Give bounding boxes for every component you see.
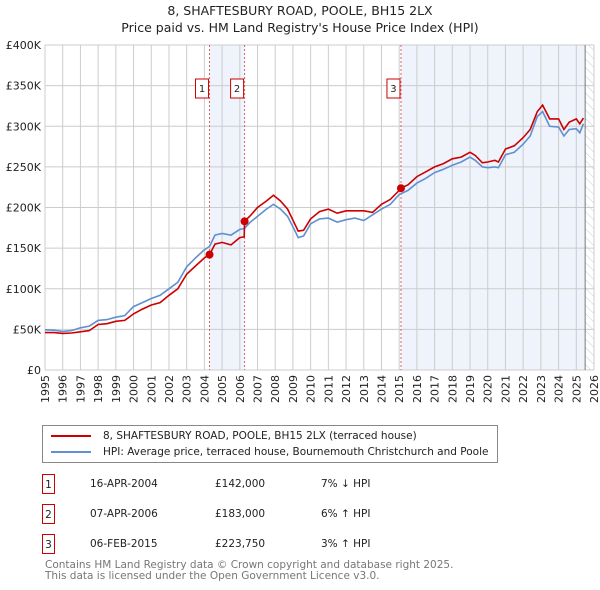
series-line-hpi bbox=[44, 110, 585, 333]
x-tick-label: 2007 bbox=[252, 375, 265, 403]
x-tick-label: 2025 bbox=[570, 375, 583, 403]
legend: 8, SHAFTESBURY ROAD, POOLE, BH15 2LX (te… bbox=[42, 425, 498, 463]
y-tick-label: £0 bbox=[27, 364, 41, 377]
x-tick-label: 2010 bbox=[305, 375, 318, 403]
sale-point bbox=[396, 184, 405, 193]
x-tick-label: 2024 bbox=[553, 375, 566, 403]
transaction-hpi: 3% ↑ HPI bbox=[321, 538, 371, 550]
x-tick-label: 2008 bbox=[269, 375, 282, 403]
chart-title: 8, SHAFTESBURY ROAD, POOLE, BH15 2LX bbox=[167, 3, 433, 18]
footer: Contains HM Land Registry data © Crown c… bbox=[45, 560, 453, 582]
transaction-price: £223,750 bbox=[215, 538, 266, 550]
transaction-date: 06-FEB-2015 bbox=[90, 538, 158, 550]
x-tick-label: 2017 bbox=[429, 375, 442, 403]
x-tick-label: 2006 bbox=[234, 375, 247, 403]
transaction-badge: 3 bbox=[42, 534, 55, 554]
x-tick-label: 2002 bbox=[163, 375, 176, 403]
legend-item-property: 8, SHAFTESBURY ROAD, POOLE, BH15 2LX (te… bbox=[51, 428, 417, 444]
sale-point bbox=[205, 250, 214, 259]
x-tick-label: 2015 bbox=[393, 375, 406, 403]
x-tick-label: 1999 bbox=[110, 375, 123, 403]
x-tick-label: 2026 bbox=[588, 375, 600, 403]
x-tick-label: 1998 bbox=[92, 375, 105, 403]
series-line-property bbox=[45, 103, 585, 335]
transaction-badge: 2 bbox=[42, 504, 55, 524]
transaction-badge: 1 bbox=[42, 474, 55, 494]
sale-label: 1 bbox=[199, 84, 205, 95]
x-tick-label: 2009 bbox=[287, 375, 300, 403]
sale-label-box bbox=[230, 78, 245, 99]
x-tick-label: 2014 bbox=[375, 375, 388, 403]
legend-swatch-property bbox=[51, 435, 91, 437]
y-tick-label: £300K bbox=[6, 120, 42, 133]
x-tick-label: 1997 bbox=[74, 375, 87, 403]
x-tick-label: 2023 bbox=[535, 375, 548, 403]
x-tick-label: 2013 bbox=[358, 375, 371, 403]
y-tick-label: £250K bbox=[6, 161, 42, 174]
legend-label-property: 8, SHAFTESBURY ROAD, POOLE, BH15 2LX (te… bbox=[103, 430, 417, 442]
transaction-date: 07-APR-2006 bbox=[90, 508, 158, 520]
footer-licence: This data is licensed under the Open Gov… bbox=[45, 570, 380, 582]
x-tick-label: 2004 bbox=[198, 375, 211, 403]
plot-area: 1995 1996 1997 1998 1999 2000 2001 2002 2003 2004… bbox=[6, 39, 600, 403]
transaction-row: 2 07-APR-2006 £183,000 6% ↑ HPI bbox=[42, 504, 542, 526]
x-tick-label: 2011 bbox=[322, 375, 335, 403]
transaction-hpi: 7% ↓ HPI bbox=[321, 478, 371, 490]
x-tick-label: 1996 bbox=[57, 375, 70, 403]
footer-copyright: Contains HM Land Registry data © Crown c… bbox=[45, 559, 454, 571]
sale-point bbox=[240, 217, 249, 226]
sale-label: 2 bbox=[234, 84, 240, 95]
x-tick-label: 2005 bbox=[216, 375, 229, 403]
x-tick-label: 2016 bbox=[411, 375, 424, 403]
x-tick-label: 2018 bbox=[446, 375, 459, 403]
transaction-price: £142,000 bbox=[215, 478, 266, 490]
x-tick-label: 2020 bbox=[482, 375, 495, 403]
legend-swatch-hpi bbox=[51, 451, 91, 453]
legend-label-hpi: HPI: Average price, terraced house, Bour… bbox=[103, 446, 489, 458]
x-tick-label: 2022 bbox=[517, 375, 530, 403]
transaction-hpi: 6% ↑ HPI bbox=[321, 508, 371, 520]
legend-item-hpi: HPI: Average price, terraced house, Bour… bbox=[51, 444, 488, 460]
y-tick-label: £100K bbox=[6, 283, 42, 296]
transaction-date: 16-APR-2004 bbox=[90, 478, 158, 490]
chart-subtitle: Price paid vs. HM Land Registry's House … bbox=[121, 20, 479, 35]
x-tick-label: 2000 bbox=[128, 375, 141, 403]
transaction-row: 3 06-FEB-2015 £223,750 3% ↑ HPI bbox=[42, 534, 542, 556]
y-tick-label: £150K bbox=[6, 242, 42, 255]
sale-label: 3 bbox=[390, 84, 396, 95]
x-tick-label: 1995 bbox=[39, 375, 52, 403]
y-tick-label: £200K bbox=[6, 202, 42, 215]
x-tick-label: 2003 bbox=[181, 375, 194, 403]
x-tick-label: 2012 bbox=[340, 375, 353, 403]
transaction-price: £183,000 bbox=[215, 508, 266, 520]
x-tick-label: 2001 bbox=[145, 375, 158, 403]
y-tick-label: £50K bbox=[13, 323, 42, 336]
sale-label-box bbox=[195, 78, 210, 99]
x-tick-label: 2019 bbox=[464, 375, 477, 403]
y-tick-label: £350K bbox=[6, 80, 42, 93]
x-tick-label: 2021 bbox=[499, 375, 512, 403]
transaction-row: 1 16-APR-2004 £142,000 7% ↓ HPI bbox=[42, 474, 542, 496]
y-tick-label: £400K bbox=[6, 39, 42, 52]
sale-label-box bbox=[386, 78, 401, 99]
